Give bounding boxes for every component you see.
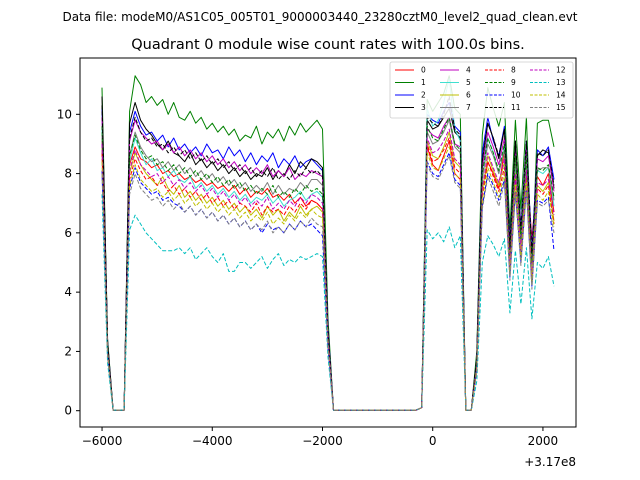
legend-label-13: 13 (556, 78, 566, 87)
x-offset-label: +3.17e8 (524, 455, 576, 469)
legend-label-3: 3 (421, 103, 426, 112)
x-axis: −6000 −4000 −2000 0 2000 (82, 427, 558, 448)
legend-label-4: 4 (466, 66, 471, 75)
legend-label-5: 5 (466, 78, 471, 87)
legend-label-8: 8 (511, 66, 516, 75)
legend-label-14: 14 (556, 91, 566, 100)
y-tick-label: 4 (64, 285, 72, 299)
x-tick-label: −2000 (302, 434, 343, 448)
y-tick-label: 0 (64, 404, 72, 418)
y-tick-label: 10 (57, 107, 72, 121)
y-tick-label: 6 (64, 226, 72, 240)
plot-frame (79, 57, 577, 428)
legend-label-11: 11 (511, 103, 521, 112)
legend-label-9: 9 (511, 78, 516, 87)
series-line-15 (101, 155, 555, 411)
legend-label-7: 7 (466, 103, 471, 112)
suptitle: Data file: modeM0/AS1C05_005T01_90000034… (62, 10, 577, 24)
y-tick-label: 8 (64, 167, 72, 181)
y-tick-label: 2 (64, 344, 72, 358)
x-tick-label: 2000 (528, 434, 559, 448)
legend-label-15: 15 (556, 103, 566, 112)
legend-label-2: 2 (421, 91, 426, 100)
series-layer (101, 75, 555, 411)
x-tick-label: 0 (429, 434, 437, 448)
x-tick-label: −6000 (82, 434, 123, 448)
legend-label-0: 0 (421, 66, 426, 75)
legend-label-12: 12 (556, 66, 566, 75)
legend-label-1: 1 (421, 78, 426, 87)
y-axis: 0 2 4 6 8 10 (57, 107, 80, 418)
legend-label-10: 10 (511, 91, 521, 100)
legend-box (389, 61, 574, 119)
plot-area (79, 57, 577, 428)
x-tick-label: −4000 (192, 434, 233, 448)
legend-label-6: 6 (466, 91, 471, 100)
series-line-13 (101, 194, 555, 411)
chart-title: Quadrant 0 module wise count rates with … (131, 37, 525, 53)
